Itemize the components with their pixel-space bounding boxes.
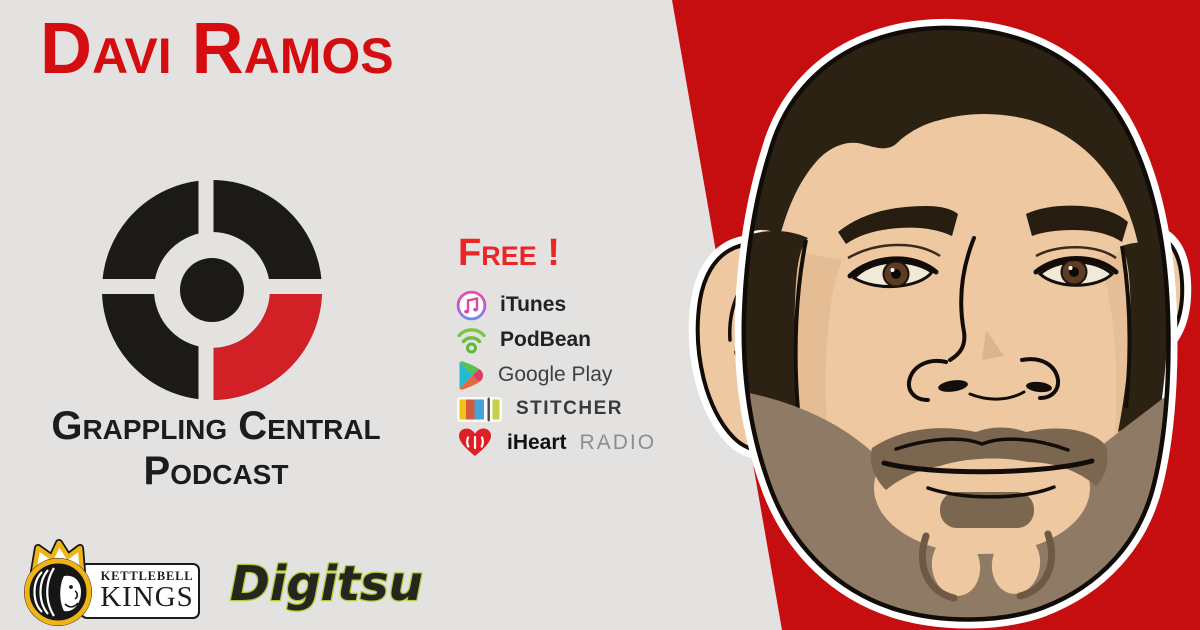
brand-line1: Grappling Central bbox=[51, 404, 381, 448]
platform-label: iTunes bbox=[500, 293, 567, 316]
platform-podbean[interactable]: PodBean bbox=[456, 323, 591, 357]
king-head-icon bbox=[24, 539, 92, 626]
platform-iheartradio[interactable]: iHeart RADIO bbox=[456, 426, 656, 460]
free-label: Free ! bbox=[458, 232, 560, 274]
davi-ramos-caricature-icon bbox=[688, 18, 1192, 629]
brand-line2: Podcast bbox=[143, 449, 289, 493]
platform-itunes[interactable]: iTunes bbox=[456, 288, 566, 322]
platform-label: iHeart bbox=[507, 431, 567, 454]
platform-label: PodBean bbox=[500, 328, 592, 351]
kettlebell-line2: KINGS bbox=[100, 580, 194, 613]
kettlebell-kings-logo[interactable]: KETTLEBELL KINGS bbox=[12, 530, 212, 628]
digitsu-wordmark: Digitsu bbox=[230, 556, 423, 612]
page-title: Davi Ramos bbox=[40, 9, 394, 89]
platform-label: STITCHER bbox=[516, 398, 623, 419]
platform-label: Google Play bbox=[498, 363, 613, 386]
kettlebell-line1: KETTLEBELL bbox=[100, 568, 194, 583]
brand-wordmark: Grappling Central Podcast bbox=[0, 404, 432, 494]
itunes-icon bbox=[456, 290, 487, 321]
platform-google-play[interactable]: Google Play bbox=[456, 358, 612, 392]
iheartradio-icon bbox=[456, 427, 494, 459]
kettlebell-kings-wordmark: KETTLEBELL KINGS bbox=[80, 563, 200, 619]
podbean-icon bbox=[456, 325, 487, 356]
platform-label-suffix: RADIO bbox=[579, 431, 657, 454]
digitsu-logo[interactable]: Digitsu bbox=[226, 548, 438, 618]
stitcher-icon bbox=[456, 395, 503, 423]
platform-stitcher[interactable]: STITCHER bbox=[456, 392, 623, 426]
google-play-icon bbox=[456, 360, 485, 391]
grappling-central-logo-icon bbox=[98, 170, 328, 410]
